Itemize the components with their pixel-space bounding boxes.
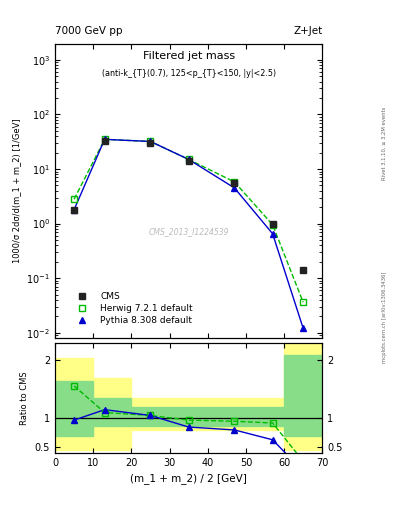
CMS	[301, 267, 305, 273]
Bar	[93, 378, 131, 450]
Herwig 7.2.1 default	[102, 136, 107, 142]
CMS	[102, 138, 107, 144]
Text: Filtered jet mass: Filtered jet mass	[143, 51, 235, 61]
CMS	[186, 158, 191, 164]
Line: Herwig 7.2.1 default: Herwig 7.2.1 default	[72, 137, 306, 305]
Y-axis label: 1000/σ 2dσ/d(m_1 + m_2) [1/GeV]: 1000/σ 2dσ/d(m_1 + m_2) [1/GeV]	[12, 118, 21, 263]
Pythia 8.308 default	[148, 138, 153, 144]
Line: CMS: CMS	[71, 138, 307, 273]
Text: Rivet 3.1.10, ≥ 3.2M events: Rivet 3.1.10, ≥ 3.2M events	[382, 106, 387, 180]
Text: 7000 GeV pp: 7000 GeV pp	[55, 26, 123, 36]
Pythia 8.308 default	[72, 206, 77, 212]
Pythia 8.308 default	[186, 156, 191, 162]
Bar	[284, 331, 322, 450]
Herwig 7.2.1 default	[148, 138, 153, 144]
Herwig 7.2.1 default	[270, 222, 275, 228]
CMS	[148, 140, 153, 146]
Pythia 8.308 default	[102, 136, 107, 142]
CMS	[232, 180, 237, 186]
Bar	[131, 407, 284, 426]
CMS	[72, 206, 77, 212]
Herwig 7.2.1 default	[301, 299, 305, 305]
Bar	[284, 355, 322, 436]
Bar	[55, 357, 93, 450]
CMS	[270, 221, 275, 227]
Line: Pythia 8.308 default: Pythia 8.308 default	[72, 137, 306, 331]
Herwig 7.2.1 default	[72, 196, 77, 202]
Bar	[131, 398, 284, 430]
Pythia 8.308 default	[232, 185, 237, 191]
Y-axis label: Ratio to CMS: Ratio to CMS	[20, 371, 29, 425]
X-axis label: (m_1 + m_2) / 2 [GeV]: (m_1 + m_2) / 2 [GeV]	[130, 474, 247, 484]
Pythia 8.308 default	[270, 231, 275, 237]
Bar	[55, 381, 93, 436]
Text: CMS_2013_I1224539: CMS_2013_I1224539	[149, 227, 229, 237]
Pythia 8.308 default	[301, 325, 305, 331]
Bar	[93, 398, 131, 426]
Text: mcplots.cern.ch [arXiv:1306.3436]: mcplots.cern.ch [arXiv:1306.3436]	[382, 272, 387, 363]
Text: (anti-k_{T}(0.7), 125<p_{T}<150, |y|<2.5): (anti-k_{T}(0.7), 125<p_{T}<150, |y|<2.5…	[101, 69, 276, 77]
Text: Z+Jet: Z+Jet	[293, 26, 322, 36]
Herwig 7.2.1 default	[232, 179, 237, 185]
Legend: CMS, Herwig 7.2.1 default, Pythia 8.308 default: CMS, Herwig 7.2.1 default, Pythia 8.308 …	[68, 290, 195, 328]
Herwig 7.2.1 default	[186, 156, 191, 162]
